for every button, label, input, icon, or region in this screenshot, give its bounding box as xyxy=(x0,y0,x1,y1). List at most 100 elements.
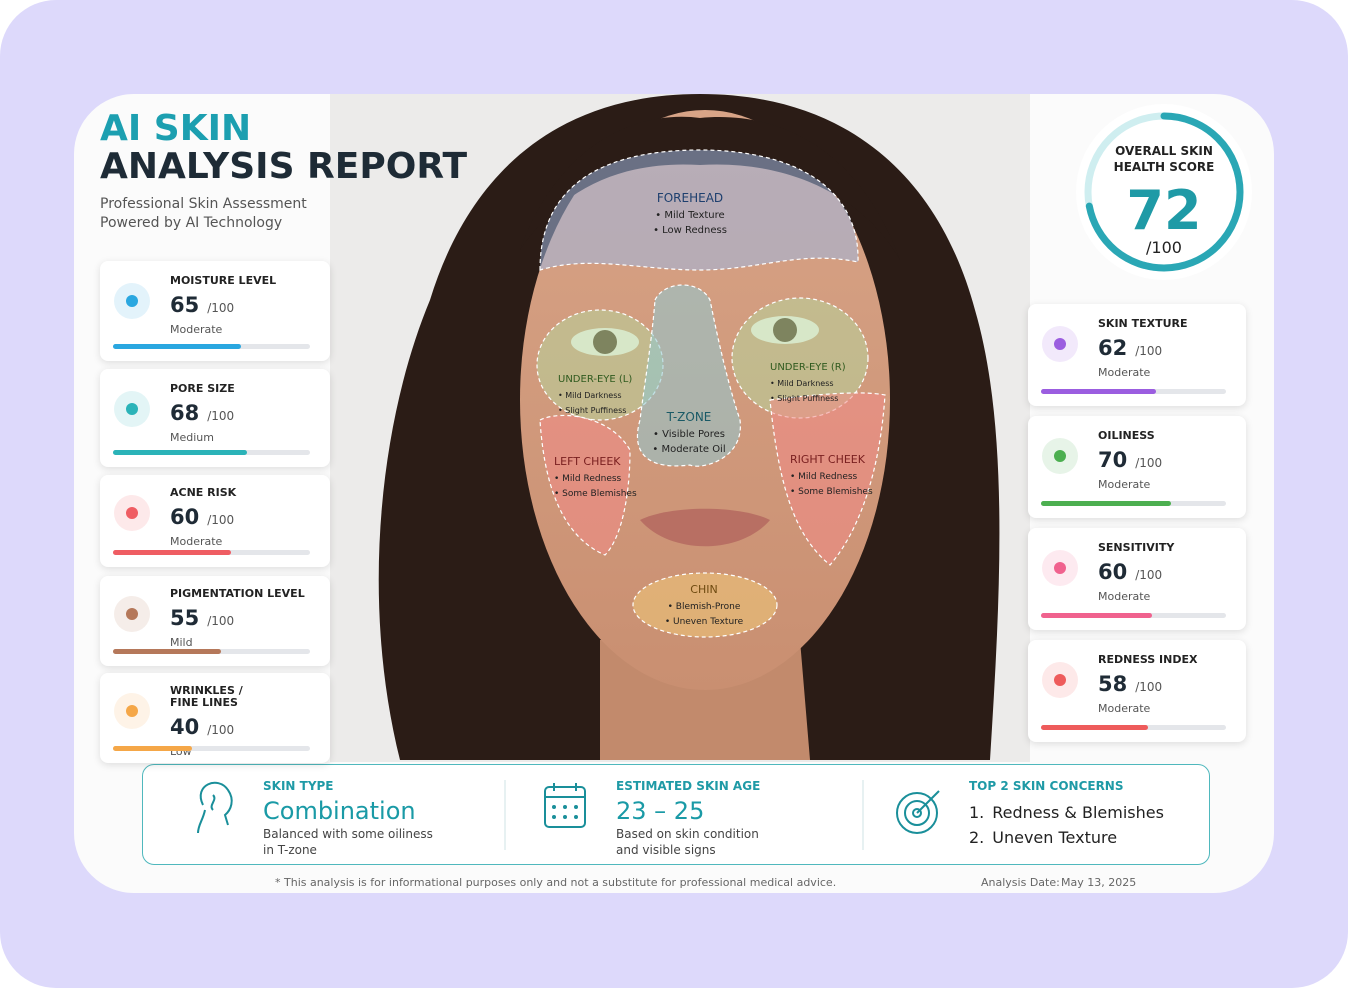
score-background xyxy=(1076,104,1252,280)
zone-note: • Some Blemishes xyxy=(790,487,873,497)
metric-icon xyxy=(114,283,150,319)
metric-label: MOISTURE LEVEL xyxy=(170,274,277,287)
metric-icon-dot xyxy=(126,403,138,415)
metric-track xyxy=(113,550,310,555)
zone-name: RIGHT CHEEK xyxy=(790,453,866,466)
date-label: Analysis Date: xyxy=(981,876,1060,889)
metric-track xyxy=(1041,725,1226,730)
metric-scale: /100 xyxy=(1135,344,1163,358)
metric-rating: Moderate xyxy=(1098,702,1151,715)
zone-note: • Moderate Oil xyxy=(652,444,725,455)
score-value: 72 xyxy=(1126,179,1201,242)
metric-label: SENSITIVITY xyxy=(1098,541,1175,554)
metric-label: OILINESS xyxy=(1098,429,1155,442)
metric-card: SENSITIVITY 60/100 Moderate xyxy=(1028,528,1246,630)
concern-text: Uneven Texture xyxy=(992,828,1118,847)
zone-note: • Mild Darkness xyxy=(770,379,834,388)
zone-note: • Uneven Texture xyxy=(665,617,744,627)
metric-value: 40/100 xyxy=(170,715,234,739)
metric-label: PORE SIZE xyxy=(170,382,235,395)
metric-card: SKIN TEXTURE 62/100 Moderate xyxy=(1028,304,1246,406)
metric-value: 62/100 xyxy=(1098,336,1162,360)
metric-label: ACNE RISK xyxy=(170,486,237,499)
metric-scale: /100 xyxy=(207,614,235,628)
metric-label: SKIN TEXTURE xyxy=(1098,317,1188,330)
analysis-date: May 13, 2025 xyxy=(1061,876,1137,889)
zone-note: • Mild Redness xyxy=(554,474,622,484)
metric-bar xyxy=(1041,501,1171,506)
metric-number: 70 xyxy=(1098,448,1128,472)
metric-icon xyxy=(114,693,150,729)
score-label: HEALTH SCORE xyxy=(1114,160,1215,174)
disclaimer: * This analysis is for informational pur… xyxy=(275,876,837,889)
concern-number: 2. xyxy=(969,828,985,847)
metric-track xyxy=(1041,389,1226,394)
metric-label: WRINKLES / xyxy=(170,684,243,697)
zone-name: UNDER-EYE (L) xyxy=(558,374,632,385)
summary-description: Balanced with some oiliness xyxy=(263,827,433,841)
summary-icons xyxy=(197,780,940,850)
score-scale: /100 xyxy=(1146,238,1182,257)
metric-icon-dot xyxy=(1054,674,1066,686)
metric-rating: Moderate xyxy=(170,535,223,548)
metric-rating: Moderate xyxy=(1098,478,1151,491)
metric-value: 58/100 xyxy=(1098,672,1162,696)
metric-number: 55 xyxy=(170,606,200,630)
zone-note: • Mild Redness xyxy=(790,472,858,482)
metric-card: REDNESS INDEX 58/100 Moderate xyxy=(1028,640,1246,742)
summary-label: ESTIMATED SKIN AGE xyxy=(616,779,761,793)
title: ANALYSIS REPORT xyxy=(100,146,467,187)
metric-value: 68/100 xyxy=(170,401,234,425)
zone-note: • Low Redness xyxy=(653,225,727,236)
metric-scale: /100 xyxy=(1135,456,1163,470)
metric-value: 55/100 xyxy=(170,606,234,630)
concern-item: 1. Redness & Blemishes xyxy=(969,803,1164,822)
metric-icon xyxy=(1042,438,1078,474)
metric-bar xyxy=(113,550,232,555)
subtitle: Powered by AI Technology xyxy=(100,215,283,231)
metric-track xyxy=(113,746,310,751)
metric-rating: Moderate xyxy=(1098,366,1151,379)
metric-icon xyxy=(114,596,150,632)
metric-icon xyxy=(1042,662,1078,698)
metric-label: PIGMENTATION LEVEL xyxy=(170,587,305,600)
metric-icon-dot xyxy=(126,608,138,620)
metric-number: 40 xyxy=(170,715,200,739)
photo xyxy=(330,94,1030,762)
metric-rating: Medium xyxy=(170,431,214,444)
metric-card: ACNE RISK 60/100 Moderate xyxy=(100,475,330,567)
metric-rating: Mild xyxy=(170,636,193,649)
metric-label: REDNESS INDEX xyxy=(1098,653,1198,666)
concern-text: Redness & Blemishes xyxy=(992,803,1164,822)
metric-scale: /100 xyxy=(207,409,235,423)
metric-icon xyxy=(1042,326,1078,362)
summary-description: and visible signs xyxy=(616,843,716,857)
summary-label: SKIN TYPE xyxy=(263,779,334,793)
zone-note: • Mild Texture xyxy=(655,210,724,221)
metric-bar xyxy=(113,746,192,751)
metric-track xyxy=(113,344,310,349)
metric-bar xyxy=(1041,613,1152,618)
metric-icon-dot xyxy=(1054,562,1066,574)
metric-icon-dot xyxy=(1054,450,1066,462)
zone-note: • Visible Pores xyxy=(653,429,725,440)
metric-number: 68 xyxy=(170,401,200,425)
metric-number: 58 xyxy=(1098,672,1128,696)
metric-number: 62 xyxy=(1098,336,1128,360)
summary-description: in T-zone xyxy=(263,843,317,857)
zone-note: • Blemish-Prone xyxy=(668,602,741,612)
score-label: OVERALL SKIN xyxy=(1115,144,1213,158)
metric-number: 60 xyxy=(170,505,200,529)
metric-bar xyxy=(113,649,222,654)
metric-icon xyxy=(1042,550,1078,586)
zone-name: CHIN xyxy=(690,583,717,596)
metric-value: 70/100 xyxy=(1098,448,1162,472)
metric-number: 65 xyxy=(170,293,200,317)
metric-bar xyxy=(113,450,247,455)
metric-scale: /100 xyxy=(207,301,235,315)
title: AI SKIN xyxy=(100,108,252,149)
metric-label: FINE LINES xyxy=(170,696,238,709)
summary-value: 23 – 25 xyxy=(616,797,705,825)
